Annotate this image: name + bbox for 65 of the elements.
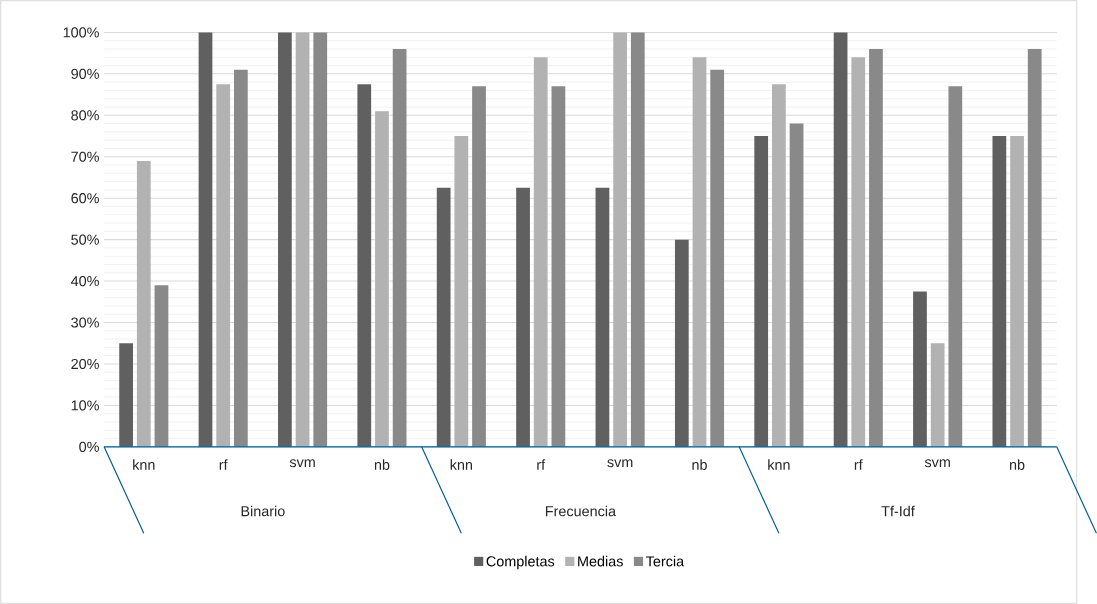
bar bbox=[516, 187, 530, 447]
bar bbox=[198, 32, 213, 447]
bar bbox=[772, 84, 786, 447]
x-tick-label: svm bbox=[924, 459, 950, 468]
x-tick-label: nb bbox=[692, 459, 707, 470]
bar bbox=[357, 84, 372, 447]
x-tick-label: rf bbox=[854, 459, 863, 470]
bar bbox=[1027, 48, 1042, 447]
bar bbox=[992, 136, 1007, 447]
bar bbox=[851, 57, 866, 447]
x-tick-label: knn bbox=[768, 459, 790, 470]
y-tick-label: 20% bbox=[71, 358, 99, 370]
bar bbox=[630, 32, 645, 447]
bar bbox=[789, 123, 804, 447]
bar bbox=[472, 86, 486, 447]
text: Frecuencia bbox=[545, 505, 617, 517]
y-tick-label: 80% bbox=[71, 110, 99, 121]
bar bbox=[295, 32, 310, 447]
text: Binario bbox=[241, 505, 285, 517]
legend-label: Completas bbox=[486, 555, 555, 570]
y-tick-label: 70% bbox=[71, 151, 99, 162]
bar bbox=[216, 84, 231, 447]
bar bbox=[436, 187, 451, 447]
x-tick-label: rf bbox=[537, 459, 546, 470]
y-tick-label: 0% bbox=[79, 441, 99, 452]
bar bbox=[674, 239, 689, 447]
bar bbox=[595, 187, 610, 447]
bar bbox=[278, 32, 292, 447]
y-tick-label: 50% bbox=[71, 234, 99, 245]
text: Tf-Idf bbox=[881, 505, 915, 517]
bar bbox=[392, 48, 407, 447]
x-tick-label: nb bbox=[374, 459, 390, 470]
x-tick-label: svm bbox=[289, 459, 315, 468]
bar bbox=[375, 111, 389, 447]
x-tick-label: nb bbox=[1010, 459, 1025, 470]
bar bbox=[613, 32, 627, 447]
y-tick-label: 100% bbox=[63, 27, 99, 38]
bar bbox=[136, 160, 151, 447]
y-tick-label: 30% bbox=[71, 317, 99, 328]
y-tick-label: 40% bbox=[70, 275, 99, 287]
bar bbox=[454, 136, 469, 447]
legend-label: Medias bbox=[578, 555, 623, 567]
x-tick-label: knn bbox=[133, 459, 155, 470]
x-tick-label: svm bbox=[607, 459, 633, 468]
bar bbox=[913, 291, 927, 447]
bar bbox=[869, 48, 883, 447]
bar bbox=[930, 343, 945, 447]
y-tick-label: 10% bbox=[71, 400, 99, 411]
x-tick-label: knn bbox=[450, 459, 472, 470]
bar bbox=[233, 69, 248, 447]
bar bbox=[533, 57, 548, 447]
bar bbox=[313, 32, 328, 447]
bar bbox=[692, 57, 707, 447]
bar bbox=[833, 32, 848, 447]
bar bbox=[710, 69, 725, 447]
legend-label: Tercia bbox=[646, 555, 685, 567]
bar bbox=[948, 86, 963, 447]
x-tick-label: rf bbox=[219, 459, 228, 470]
bar bbox=[551, 86, 566, 447]
y-tick-label: 90% bbox=[71, 68, 99, 79]
y-tick-label: 60% bbox=[71, 193, 99, 204]
bar bbox=[119, 343, 133, 447]
bar bbox=[1010, 136, 1024, 447]
bar bbox=[754, 136, 769, 447]
bar bbox=[154, 285, 169, 447]
